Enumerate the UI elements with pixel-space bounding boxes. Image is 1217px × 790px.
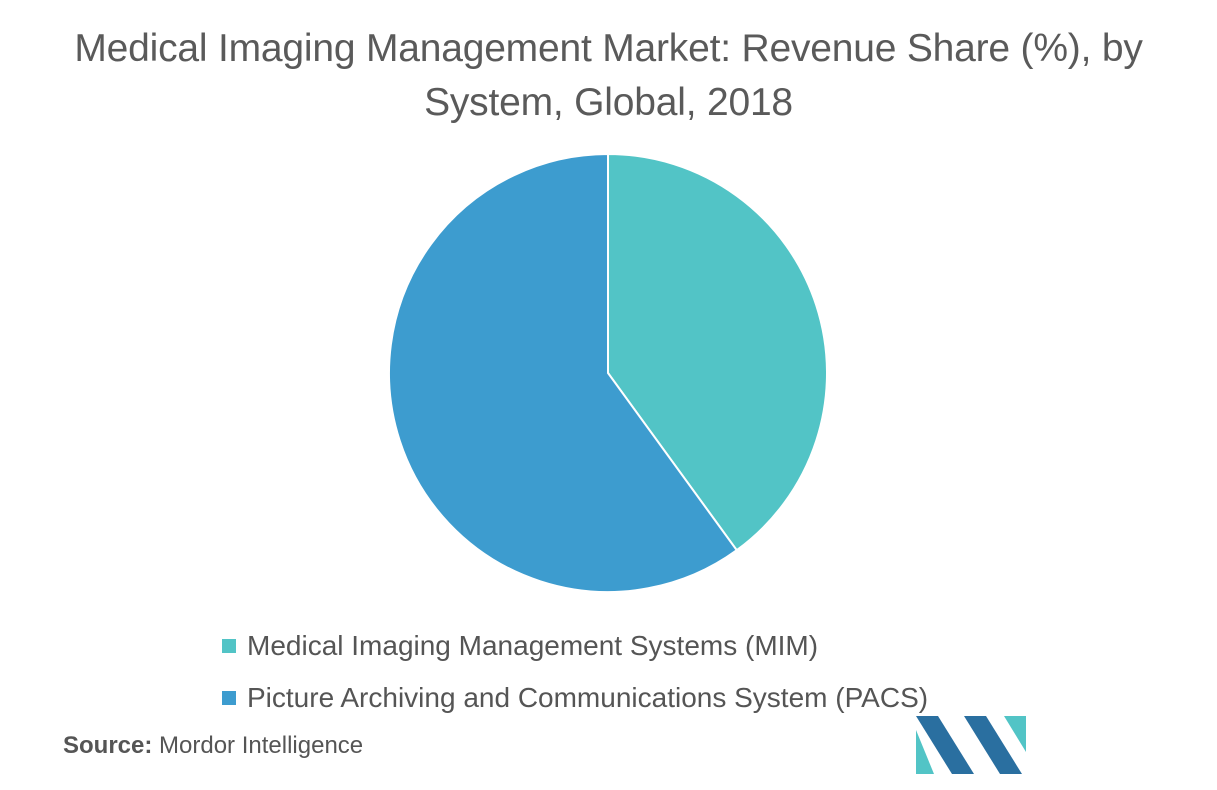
legend-swatch-pacs: [222, 691, 236, 705]
logo-shape-left-bar: [916, 730, 934, 774]
pie-slice-0: [607, 152, 828, 552]
source-note: Source: Mordor Intelligence: [63, 732, 363, 760]
mordor-intelligence-logo-icon: [916, 716, 1026, 774]
chart-title: Medical Imaging Management Market: Reven…: [74, 27, 1143, 124]
pie-slice-1: [388, 152, 739, 593]
source-label: Source:: [63, 732, 153, 759]
legend-label-mim: Medical Imaging Management Systems (MIM): [247, 630, 819, 661]
logo-shape-right: [964, 716, 1022, 774]
legend-item-pacs: Picture Archiving and Communications Sys…: [222, 672, 928, 724]
legend-label-pacs: Picture Archiving and Communications Sys…: [247, 682, 929, 713]
legend-swatch-mim: [222, 639, 236, 653]
legend-item-mim: Medical Imaging Management Systems (MIM): [222, 620, 928, 672]
logo-shape-right-bar: [1004, 716, 1026, 752]
source-text: Mordor Intelligence: [159, 732, 364, 759]
logo-shape-left: [916, 716, 974, 774]
legend: Medical Imaging Management Systems (MIM)…: [222, 620, 928, 724]
